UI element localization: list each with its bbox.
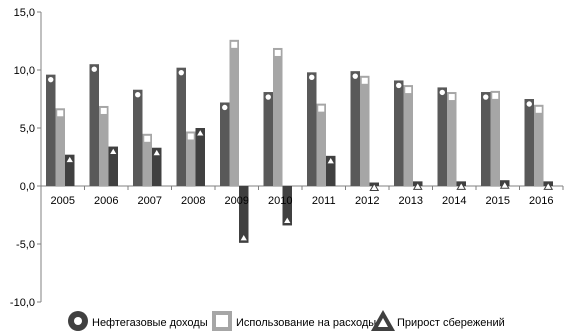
marker-triangle-2013 bbox=[412, 181, 423, 190]
bar-circle-2005 bbox=[46, 74, 56, 186]
legend-label: Нефтегазовые доходы bbox=[92, 317, 208, 329]
bar-square-2011 bbox=[316, 103, 326, 186]
marker-circle-2011 bbox=[308, 73, 316, 82]
marker-triangle-2014 bbox=[456, 181, 467, 190]
marker-square-2009 bbox=[230, 40, 239, 49]
marker-circle-2009 bbox=[221, 103, 229, 112]
bar-triangle-2007 bbox=[152, 147, 162, 186]
bar-circle-2006 bbox=[89, 64, 99, 186]
x-tick-label: 2008 bbox=[181, 195, 205, 207]
bar-triangle-2010 bbox=[282, 186, 292, 226]
legend-label: Прирост сбережений bbox=[397, 317, 505, 329]
marker-square-2011 bbox=[317, 104, 326, 113]
marker-square-2008 bbox=[186, 132, 195, 141]
bar-circle-2012 bbox=[350, 71, 360, 186]
bar-square-2010 bbox=[273, 47, 283, 187]
marker-square-2014 bbox=[447, 93, 456, 102]
marker-triangle-2010 bbox=[282, 215, 293, 224]
bar-triangle-2006 bbox=[108, 146, 118, 186]
marker-square-2005 bbox=[56, 109, 65, 118]
marker-triangle-2007 bbox=[151, 147, 162, 157]
bar-square-2008 bbox=[186, 131, 196, 186]
marker-triangle-2015 bbox=[499, 180, 510, 189]
legend-triangle-icon-inner bbox=[378, 318, 388, 327]
bar-circle-2015 bbox=[481, 92, 491, 186]
marker-circle-2007 bbox=[134, 91, 142, 99]
marker-circle-2013 bbox=[395, 81, 403, 90]
x-tick-label: 2013 bbox=[399, 195, 423, 207]
y-tick-label: 0,0 bbox=[20, 181, 35, 193]
marker-triangle-2016 bbox=[543, 181, 554, 190]
bar-circle-2016 bbox=[524, 99, 534, 186]
marker-circle-2008 bbox=[177, 68, 185, 77]
marker-square-2006 bbox=[99, 106, 108, 115]
legend-label: Использование на расходы bbox=[236, 317, 376, 329]
x-tick-label: 2011 bbox=[312, 195, 336, 207]
x-tick-label: 2006 bbox=[94, 195, 118, 207]
x-tick-label: 2014 bbox=[442, 195, 466, 207]
y-tick-label: 5,0 bbox=[20, 123, 35, 135]
bar-square-2015 bbox=[490, 90, 500, 186]
marker-square-2015 bbox=[491, 91, 500, 100]
marker-circle-2016 bbox=[525, 100, 533, 108]
bar-circle-2014 bbox=[437, 87, 447, 186]
bar-square-2007 bbox=[142, 133, 152, 186]
marker-circle-2006 bbox=[90, 65, 98, 73]
legend-circle-icon-inner bbox=[74, 317, 82, 325]
marker-circle-2010 bbox=[264, 93, 272, 101]
bar-square-2013 bbox=[403, 85, 413, 186]
bar-square-2006 bbox=[99, 105, 109, 186]
marker-circle-2014 bbox=[438, 88, 446, 97]
x-tick-label: 2015 bbox=[486, 195, 510, 207]
marker-triangle-2012 bbox=[369, 182, 380, 192]
bar-triangle-2011 bbox=[326, 155, 336, 186]
markers bbox=[47, 40, 554, 242]
bar-square-2016 bbox=[534, 104, 544, 186]
x-tick-label: 2009 bbox=[225, 195, 249, 207]
bar-square-2009 bbox=[229, 39, 239, 187]
axes: 15,0 10,0 5,0 0,0 -5,0 -10,0 bbox=[10, 7, 564, 309]
marker-triangle-2011 bbox=[325, 156, 336, 165]
x-tick-label: 2010 bbox=[268, 195, 292, 207]
legend: Нефтегазовые доходы Использование на расх… bbox=[68, 310, 505, 331]
marker-triangle-2005 bbox=[64, 154, 75, 164]
marker-triangle-2009 bbox=[238, 233, 249, 242]
bar-circle-2013 bbox=[394, 80, 404, 186]
marker-square-2010 bbox=[273, 48, 282, 57]
bar-circle-2011 bbox=[307, 72, 317, 186]
x-tick-label: 2005 bbox=[51, 195, 75, 207]
bar-circle-2007 bbox=[133, 89, 143, 186]
x-tick-label: 2007 bbox=[138, 195, 162, 207]
bar-triangle-2008 bbox=[195, 128, 205, 186]
bar-circle-2010 bbox=[263, 92, 273, 186]
marker-circle-2012 bbox=[351, 72, 359, 80]
bar-circle-2008 bbox=[176, 67, 186, 186]
marker-square-2016 bbox=[534, 105, 543, 114]
legend-square-icon-inner bbox=[216, 315, 228, 327]
x-tick-label: 2012 bbox=[355, 195, 379, 207]
marker-square-2013 bbox=[404, 86, 413, 95]
bars bbox=[46, 39, 553, 243]
y-tick-label: -10,0 bbox=[10, 297, 35, 309]
bar-square-2014 bbox=[447, 92, 457, 186]
marker-square-2012 bbox=[360, 76, 369, 85]
labels: 2005 2006 2007 2008 2009 2010 2011 2012 2013 2014… bbox=[51, 195, 554, 207]
y-tick-label: 10,0 bbox=[14, 65, 35, 77]
bar-triangle-2005 bbox=[65, 154, 75, 186]
bar-square-2005 bbox=[55, 108, 65, 186]
marker-square-2007 bbox=[143, 134, 152, 143]
marker-triangle-2008 bbox=[195, 128, 206, 137]
bar-triangle-2009 bbox=[239, 186, 249, 243]
bar-circle-2009 bbox=[220, 102, 230, 186]
bar-square-2012 bbox=[360, 75, 370, 186]
y-tick-label: -5,0 bbox=[16, 239, 35, 251]
marker-triangle-2006 bbox=[108, 146, 119, 156]
y-tick-label: 15,0 bbox=[14, 7, 35, 19]
marker-circle-2005 bbox=[47, 75, 55, 84]
x-tick-label: 2016 bbox=[529, 195, 553, 207]
marker-circle-2015 bbox=[482, 93, 490, 101]
